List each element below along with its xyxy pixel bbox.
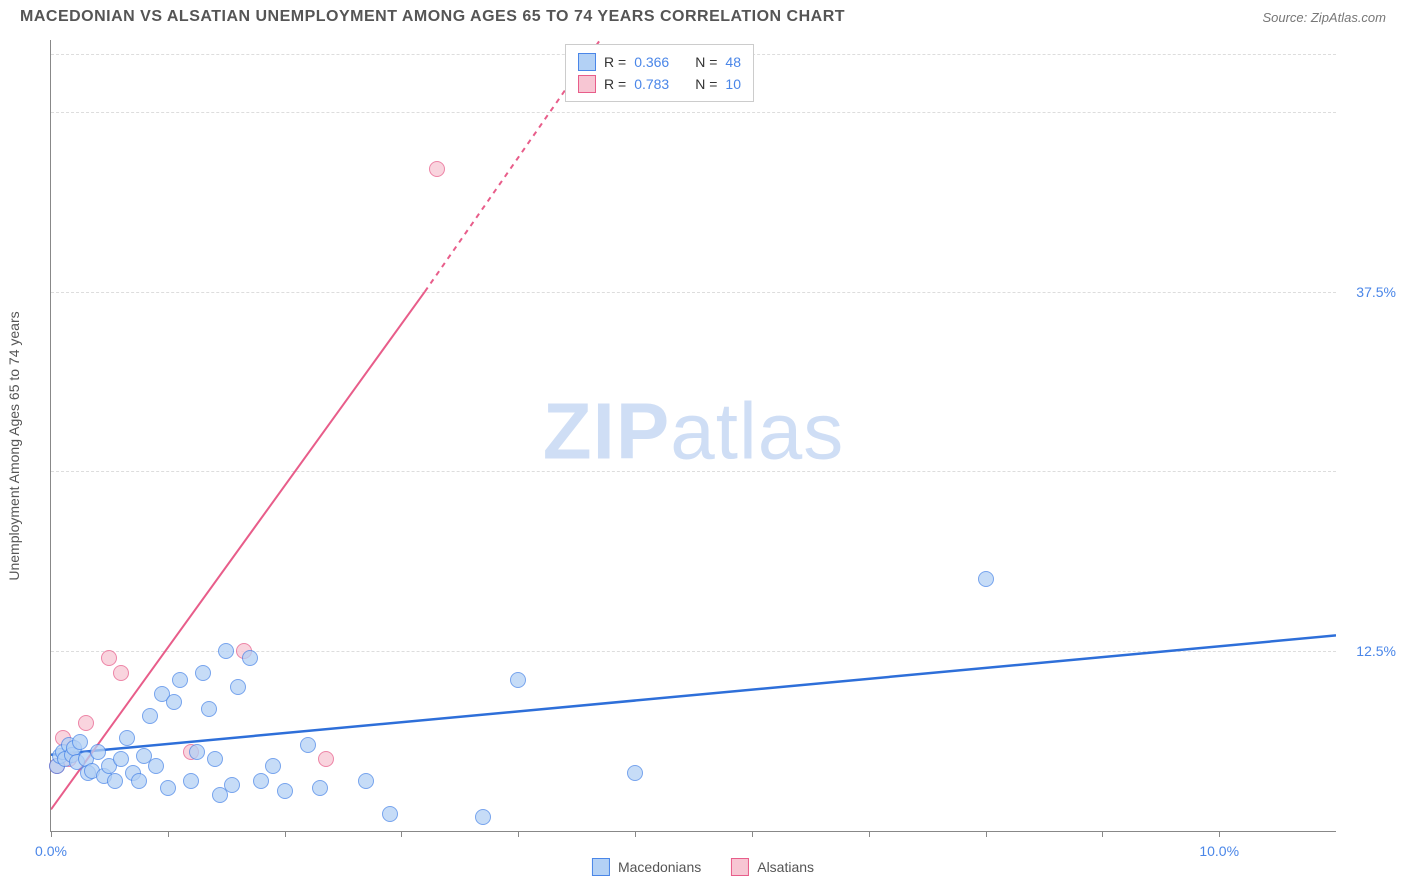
macedonians-point xyxy=(382,806,398,822)
macedonians-point xyxy=(160,780,176,796)
stats-box: R = 0.366 N = 48 R = 0.783 N = 10 xyxy=(565,44,754,102)
y-tick-label: 37.5% xyxy=(1341,284,1396,300)
macedonians-point xyxy=(172,672,188,688)
macedonians-point xyxy=(113,751,129,767)
x-tick xyxy=(1102,831,1103,837)
macedonians-point xyxy=(195,665,211,681)
macedonians-point xyxy=(265,758,281,774)
alsatians-point xyxy=(429,161,445,177)
macedonians-point xyxy=(242,650,258,666)
legend-swatch xyxy=(592,858,610,876)
r-label: R = xyxy=(604,51,626,73)
macedonians-point xyxy=(72,734,88,750)
macedonians-point xyxy=(166,694,182,710)
macedonians-point xyxy=(90,744,106,760)
n-label: N = xyxy=(695,51,717,73)
macedonians-point xyxy=(189,744,205,760)
legend: Macedonians Alsatians xyxy=(592,858,814,876)
x-tick xyxy=(986,831,987,837)
alsatians-point xyxy=(78,715,94,731)
trend-line xyxy=(51,40,1336,831)
y-tick-label: 12.5% xyxy=(1341,643,1396,659)
macedonians-point xyxy=(207,751,223,767)
macedonians-point xyxy=(218,643,234,659)
x-tick xyxy=(869,831,870,837)
x-tick xyxy=(635,831,636,837)
source-attribution: Source: ZipAtlas.com xyxy=(1262,10,1386,25)
series-swatch xyxy=(578,75,596,93)
macedonians-point xyxy=(300,737,316,753)
macedonians-point xyxy=(978,571,994,587)
stats-row: R = 0.783 N = 10 xyxy=(578,73,741,95)
macedonians-point xyxy=(253,773,269,789)
macedonians-point xyxy=(148,758,164,774)
macedonians-point xyxy=(475,809,491,825)
x-tick xyxy=(51,831,52,837)
n-value: 10 xyxy=(725,73,741,95)
macedonians-point xyxy=(627,765,643,781)
chart-header: MACEDONIAN VS ALSATIAN UNEMPLOYMENT AMON… xyxy=(0,0,1406,30)
r-value: 0.366 xyxy=(634,51,669,73)
n-value: 48 xyxy=(725,51,741,73)
r-value: 0.783 xyxy=(634,73,669,95)
alsatians-point xyxy=(101,650,117,666)
legend-item: Alsatians xyxy=(731,858,814,876)
legend-item: Macedonians xyxy=(592,858,701,876)
x-tick xyxy=(1219,831,1220,837)
macedonians-point xyxy=(131,773,147,789)
x-tick xyxy=(168,831,169,837)
x-tick xyxy=(752,831,753,837)
x-tick-label: 10.0% xyxy=(1199,843,1239,859)
macedonians-point xyxy=(201,701,217,717)
macedonians-point xyxy=(277,783,293,799)
r-label: R = xyxy=(604,73,626,95)
macedonians-point xyxy=(230,679,246,695)
stats-row: R = 0.366 N = 48 xyxy=(578,51,741,73)
legend-swatch xyxy=(731,858,749,876)
n-label: N = xyxy=(695,73,717,95)
y-axis-label: Unemployment Among Ages 65 to 74 years xyxy=(6,311,22,580)
scatter-plot-area: ZIPatlas 12.5%37.5%0.0%10.0%R =0.366N =4… xyxy=(50,40,1336,832)
macedonians-point xyxy=(510,672,526,688)
macedonians-point xyxy=(183,773,199,789)
x-tick xyxy=(518,831,519,837)
macedonians-point xyxy=(142,708,158,724)
alsatians-point xyxy=(318,751,334,767)
x-tick xyxy=(285,831,286,837)
macedonians-point xyxy=(312,780,328,796)
macedonians-point xyxy=(224,777,240,793)
legend-label: Alsatians xyxy=(757,859,814,875)
legend-label: Macedonians xyxy=(618,859,701,875)
x-tick xyxy=(401,831,402,837)
x-tick-label: 0.0% xyxy=(35,843,67,859)
series-swatch xyxy=(578,53,596,71)
macedonians-point xyxy=(107,773,123,789)
chart-title: MACEDONIAN VS ALSATIAN UNEMPLOYMENT AMON… xyxy=(20,8,845,26)
macedonians-point xyxy=(119,730,135,746)
macedonians-point xyxy=(358,773,374,789)
alsatians-point xyxy=(113,665,129,681)
